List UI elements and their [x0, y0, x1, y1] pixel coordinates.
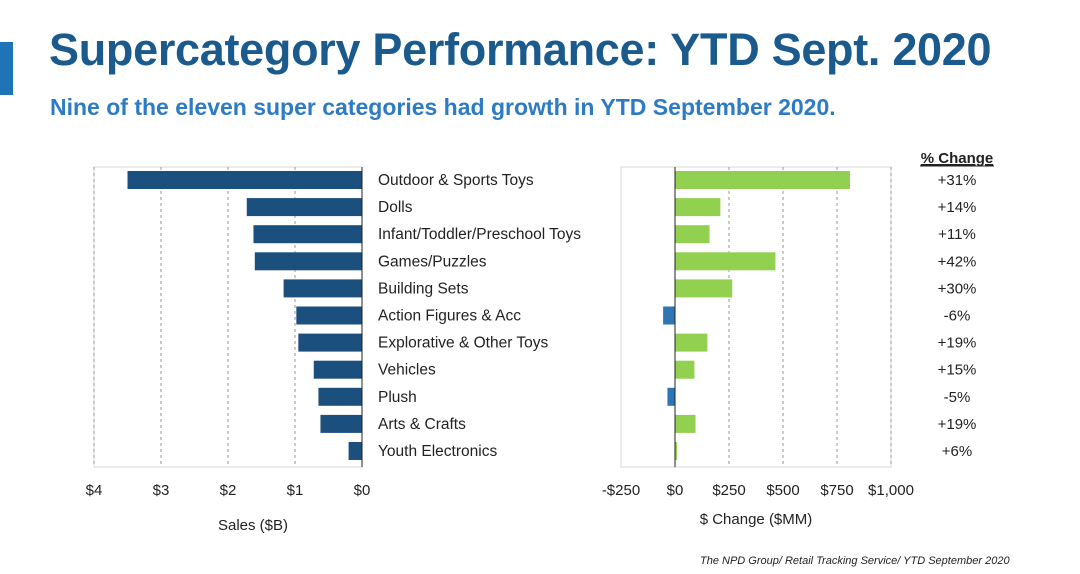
change-bar-youth-electronics — [675, 442, 678, 460]
pct-change-value-games-puzzles: +42% — [938, 253, 977, 270]
sales-bar-infant-toddler-preschool-toys — [253, 225, 362, 244]
pct-change-value-youth-electronics: +6% — [942, 443, 972, 460]
change-bar-vehicles — [675, 360, 695, 379]
change-tick-label: $1,000 — [868, 482, 914, 499]
category-label-youth-electronics: Youth Electronics — [378, 443, 497, 460]
pct-change-value-explorative-other-toys: +19% — [938, 335, 977, 352]
category-label-games-puzzles: Games/Puzzles — [378, 253, 487, 270]
category-label-infant-toddler-preschool-toys: Infant/Toddler/Preschool Toys — [378, 226, 581, 243]
sales-tick-label: $4 — [86, 482, 103, 499]
change-bar-action-figures-acc — [663, 306, 675, 325]
category-labels: Outdoor & Sports Toys Dolls Infant/Toddler… — [378, 172, 581, 460]
category-label-plush: Plush — [378, 389, 417, 406]
pct-change-value-building-sets: +30% — [938, 280, 977, 297]
change-bar-infant-toddler-preschool-toys — [675, 225, 710, 244]
pct-change-value-infant-toddler-preschool-toys: +11% — [938, 226, 976, 243]
change-tick-label: $500 — [766, 482, 799, 499]
change-bar-plush — [667, 387, 675, 406]
category-label-explorative-other-toys: Explorative & Other Toys — [378, 335, 549, 352]
sales-axis-title: Sales ($B) — [218, 517, 288, 534]
pct-change-value-dolls: +14% — [938, 199, 977, 216]
change-bar-building-sets — [675, 279, 733, 298]
change-bar-explorative-other-toys — [675, 333, 708, 352]
sales-tick-label: $3 — [153, 482, 170, 499]
change-plot-area — [620, 166, 892, 468]
sales-bar-explorative-other-toys — [298, 333, 362, 352]
change-bar-dolls — [675, 198, 721, 217]
sales-tick-label: $0 — [354, 482, 371, 499]
sales-bar-outdoor-sports-toys — [127, 171, 362, 189]
pct-change-value-plush: -5% — [944, 389, 971, 406]
change-bar-arts-crafts — [675, 414, 696, 433]
percent-change-column: % Change +31% +14% +11% +42% +30% -6% +19% +15% -… — [920, 150, 994, 460]
change-tick-label: $250 — [712, 482, 745, 499]
category-label-outdoor-sports-toys: Outdoor & Sports Toys — [378, 172, 534, 189]
pct-change-value-outdoor-sports-toys: +31% — [938, 172, 977, 189]
sales-bar-arts-crafts — [320, 414, 362, 433]
sales-tick-label: $2 — [220, 482, 237, 499]
pct-change-value-arts-crafts: +19% — [938, 416, 977, 433]
dollar-change-chart: -$250 $0 $250 $500 $750 $1,000 $ Change ($MM) — [602, 166, 914, 528]
slide-title: Supercategory Performance: YTD Sept. 202… — [49, 24, 992, 75]
sales-bar-building-sets — [283, 279, 362, 298]
category-label-vehicles: Vehicles — [378, 362, 436, 379]
sales-bar-dolls — [246, 198, 362, 217]
change-bar-outdoor-sports-toys — [675, 171, 850, 189]
sales-bar-youth-electronics — [348, 442, 362, 460]
pct-change-value-vehicles: +15% — [938, 362, 977, 379]
change-tick-label: -$250 — [602, 482, 640, 499]
pct-change-value-action-figures-acc: -6% — [944, 308, 971, 325]
sales-bar-games-puzzles — [254, 252, 362, 271]
source-note: The NPD Group/ Retail Tracking Service/ … — [700, 555, 1010, 567]
sales-bar-action-figures-acc — [296, 306, 362, 325]
sales-bar-plush — [318, 387, 362, 406]
slide-subtitle: Nine of the eleven super categories had … — [50, 94, 836, 120]
change-tick-label: $750 — [820, 482, 853, 499]
category-label-arts-crafts: Arts & Crafts — [378, 416, 466, 433]
sales-tick-label: $1 — [287, 482, 304, 499]
change-tick-label: $0 — [667, 482, 684, 499]
sales-bar-vehicles — [313, 360, 362, 379]
category-label-dolls: Dolls — [378, 199, 413, 216]
title-accent-bar — [0, 42, 13, 95]
pct-change-header: % Change — [921, 150, 994, 167]
category-label-building-sets: Building Sets — [378, 280, 469, 297]
change-axis-title: $ Change ($MM) — [700, 511, 813, 528]
category-label-action-figures-acc: Action Figures & Acc — [378, 308, 521, 325]
change-bar-games-puzzles — [675, 252, 776, 271]
sales-chart: $4 $3 $2 $1 $0 Sales ($B) — [86, 166, 371, 534]
